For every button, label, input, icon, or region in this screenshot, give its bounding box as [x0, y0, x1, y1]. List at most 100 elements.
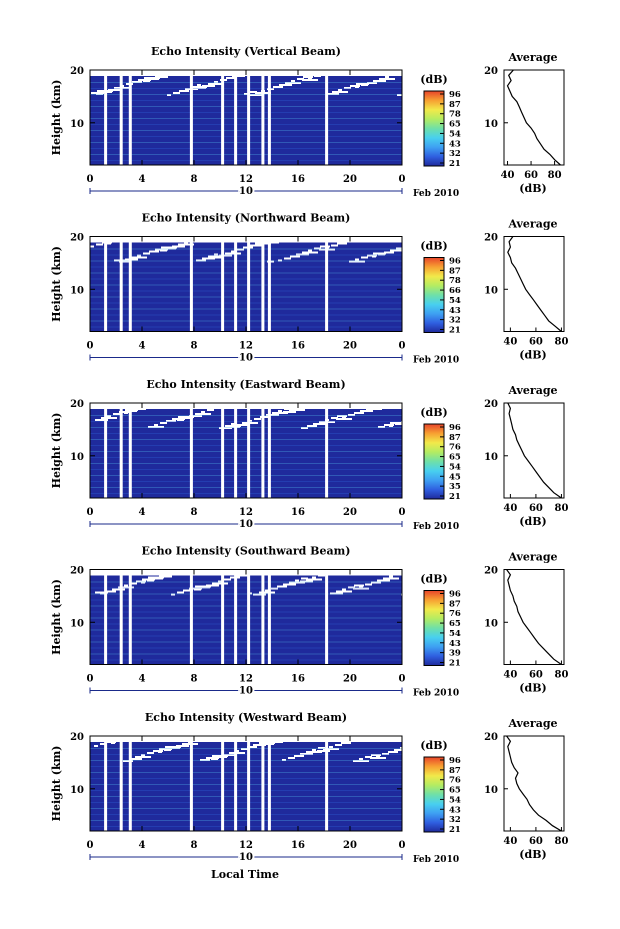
- colorbar-tick-label: 54: [449, 629, 461, 639]
- band: [90, 118, 402, 119]
- band: [90, 457, 402, 458]
- speckle: [395, 573, 402, 576]
- speckle: [148, 426, 164, 428]
- gap: [325, 569, 329, 665]
- x-tick-label: 0: [399, 341, 406, 352]
- band: [90, 130, 402, 131]
- speckle: [106, 590, 116, 593]
- y-tick-label: 20: [70, 399, 84, 410]
- profile-line: [507, 236, 562, 332]
- band: [90, 802, 402, 803]
- speckle: [383, 577, 399, 580]
- profile-y-tick-label: 20: [484, 66, 498, 77]
- band: [90, 260, 402, 262]
- speckle: [320, 73, 330, 75]
- gap: [261, 70, 265, 165]
- speckle: [218, 580, 222, 583]
- profile-y-tick-label: 10: [484, 785, 498, 796]
- band: [90, 772, 402, 773]
- speckle: [224, 578, 231, 581]
- speckle: [253, 593, 266, 596]
- colorbar: [423, 423, 445, 500]
- gap: [247, 70, 251, 165]
- speckle: [365, 756, 372, 758]
- speckle: [144, 77, 160, 79]
- profile-x-tick-label: 80: [554, 670, 568, 681]
- speckle: [137, 254, 141, 257]
- speckle: [232, 75, 245, 77]
- panel-title: Echo Intensity (Northward Beam): [142, 212, 351, 225]
- speckle: [153, 750, 163, 752]
- colorbar-tick-label: 76: [449, 609, 461, 619]
- colorbar-unit: (dB): [420, 573, 447, 586]
- y-tick-label: 20: [70, 732, 84, 743]
- colorbar-tick-label: 21: [449, 326, 461, 336]
- profile-line: [506, 569, 562, 665]
- speckle: [108, 239, 121, 242]
- band: [90, 290, 402, 292]
- speckle: [226, 77, 236, 79]
- panel: Echo Intensity (Westward Beam) 10 20 Height…: [50, 711, 568, 865]
- x-tick-label: 4: [139, 674, 146, 685]
- colorbar-tick-label: 65: [449, 786, 461, 796]
- speckle: [353, 760, 369, 762]
- colorbar-unit: (dB): [420, 240, 447, 253]
- speckle: [366, 408, 382, 410]
- speckle: [112, 588, 125, 591]
- colorbar-tick-label: 96: [449, 90, 461, 100]
- x-tick-label: 8: [191, 674, 198, 685]
- speckle: [176, 745, 189, 747]
- speckle: [142, 406, 155, 408]
- panel-title: Echo Intensity (Vertical Beam): [151, 45, 341, 58]
- profile-line: [507, 402, 562, 499]
- x-tick-label: 0: [399, 174, 406, 185]
- gap: [261, 403, 265, 498]
- x-tick-label: 12: [239, 840, 253, 851]
- speckle: [323, 748, 339, 750]
- speckle: [317, 750, 330, 752]
- speckle: [296, 253, 309, 256]
- speckle: [312, 576, 316, 579]
- colorbar-tick-label: 65: [449, 619, 461, 629]
- speckle: [329, 746, 333, 748]
- speckle: [300, 580, 313, 583]
- speckle: [101, 417, 117, 419]
- speckle: [167, 94, 171, 96]
- speckle: [332, 91, 348, 93]
- colorbar-tick-label: 32: [449, 316, 461, 326]
- band: [90, 248, 402, 250]
- speckle: [247, 746, 257, 748]
- gap: [189, 569, 193, 665]
- gap: [104, 403, 108, 498]
- speckle: [160, 422, 167, 424]
- profile-y-tick-label: 10: [484, 452, 498, 463]
- data-gaps: [104, 236, 329, 332]
- speckle: [106, 741, 116, 743]
- gap: [128, 70, 132, 165]
- colorbar-tick-label: 39: [449, 649, 461, 659]
- colorbar: [423, 756, 445, 833]
- speckle: [348, 586, 355, 589]
- speckle: [108, 89, 121, 91]
- profile-x-label: (dB): [519, 349, 546, 362]
- x-tick-label: 4: [139, 174, 146, 185]
- y-tick-label: 20: [70, 66, 84, 77]
- field-bands: [90, 748, 402, 827]
- band: [90, 487, 402, 488]
- speckle: [382, 753, 389, 755]
- speckle: [401, 593, 411, 596]
- speckle: [94, 745, 98, 747]
- band: [90, 481, 402, 482]
- speckle: [179, 90, 189, 92]
- y-tick-label: 10: [70, 119, 84, 130]
- colorbar-tick-label: 43: [449, 639, 461, 649]
- band: [90, 790, 402, 791]
- band: [90, 760, 402, 761]
- speckle: [191, 86, 207, 88]
- panels: Echo Intensity (Vertical Beam) 10 20 Height…: [50, 45, 568, 865]
- band: [90, 587, 402, 589]
- speckle: [308, 249, 312, 252]
- colorbar-tick-label: 76: [449, 443, 461, 453]
- speckle: [312, 749, 316, 751]
- band: [90, 314, 402, 316]
